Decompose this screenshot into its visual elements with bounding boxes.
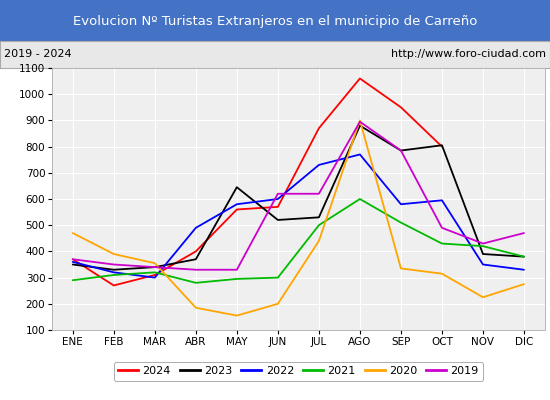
Text: Evolucion Nº Turistas Extranjeros en el municipio de Carreño: Evolucion Nº Turistas Extranjeros en el … bbox=[73, 14, 477, 28]
Text: http://www.foro-ciudad.com: http://www.foro-ciudad.com bbox=[390, 49, 546, 59]
Text: 2019 - 2024: 2019 - 2024 bbox=[4, 49, 72, 59]
Legend: 2024, 2023, 2022, 2021, 2020, 2019: 2024, 2023, 2022, 2021, 2020, 2019 bbox=[113, 362, 483, 381]
